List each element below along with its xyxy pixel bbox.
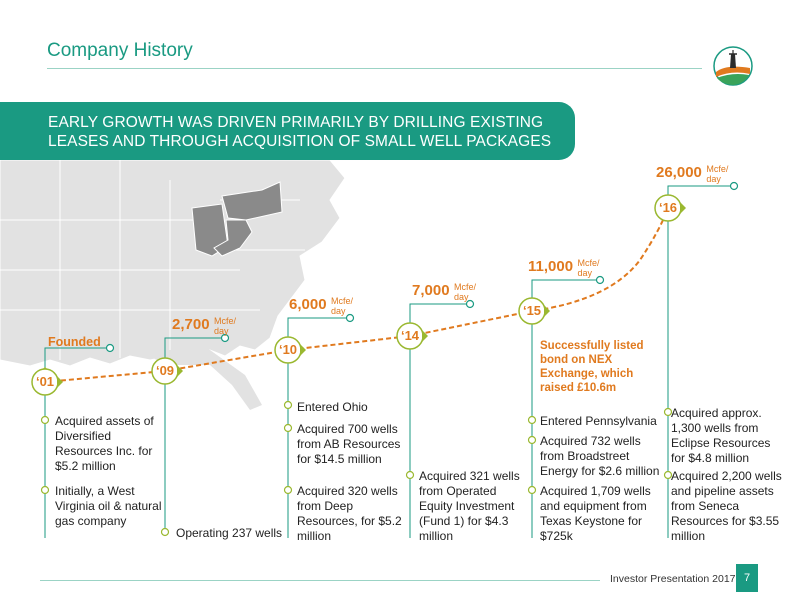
year-badge-2015: ‘15 (522, 303, 542, 318)
title-divider (47, 68, 702, 69)
event-2015-pennsylvania: Entered Pennsylvania (540, 414, 657, 428)
headline-banner-text: EARLY GROWTH WAS DRIVEN PRIMARILY BY DRI… (48, 113, 568, 151)
event-2009-wells: Operating 237 wells (176, 526, 283, 540)
event-2010-ohio: Entered Ohio (297, 400, 368, 414)
event-2016-eclipse: Acquired approx. 1,300 wells from Eclips… (671, 406, 771, 465)
production-unit: Mcfe/day (577, 258, 600, 278)
year-badge-2001: ‘01 (35, 374, 55, 389)
production-2016: 26,000 Mcfe/day (656, 164, 728, 184)
banner-line-2: LEASES AND THROUGH ACQUISITION OF SMALL … (48, 133, 552, 150)
production-2010: 6,000 Mcfe/day (289, 296, 353, 316)
bond-listing-note: Successfully listed bond on NEX Exchange… (540, 340, 644, 394)
event-2014-oei: Acquired 321 wells from Operated Equity … (419, 469, 520, 543)
production-2014: 7,000 Mcfe/day (412, 282, 476, 302)
event-2010-deep-resources: Acquired 320 wells from Deep Resources, … (297, 484, 402, 543)
year-badge-2009: ‘09 (155, 363, 175, 378)
page-number: 7 (736, 564, 758, 592)
founded-label: Founded (48, 335, 101, 349)
production-unit: Mcfe/day (706, 164, 729, 184)
page-title: Company History (47, 40, 193, 61)
production-value: 11,000 (528, 258, 574, 275)
production-value: 6,000 (289, 296, 327, 313)
banner-line-1: EARLY GROWTH WAS DRIVEN PRIMARILY BY DRI… (48, 114, 544, 131)
footer-divider (40, 580, 600, 581)
company-logo-icon (713, 46, 753, 86)
headline-banner (0, 102, 575, 160)
event-2016-seneca: Acquired 2,200 wells and pipeline assets… (671, 469, 782, 543)
production-2009: 2,700 Mcfe/day (172, 316, 236, 336)
event-2015-texas-keystone: Acquired 1,709 wells and equipment from … (540, 484, 651, 543)
production-unit: Mcfe/day (331, 296, 354, 316)
production-value: 7,000 (412, 282, 450, 299)
eastern-us-map (0, 160, 346, 410)
event-2001-origin: Initially, a West Virginia oil & natural… (55, 484, 162, 528)
footer-label: Investor Presentation 2017 (610, 573, 736, 585)
production-2015: 11,000 Mcfe/day (528, 258, 600, 278)
year-badge-2016: ‘16 (658, 200, 678, 215)
production-value: 2,700 (172, 316, 210, 333)
event-2015-broadstreet: Acquired 732 wells from Broadstreet Ener… (540, 434, 660, 478)
year-badge-2014: ‘14 (400, 328, 420, 343)
event-2001-acquisition: Acquired assets of Diversified Resources… (55, 414, 154, 473)
production-value: 26,000 (656, 164, 702, 181)
production-unit: Mcfe/day (454, 282, 477, 302)
production-unit: Mcfe/day (214, 316, 237, 336)
event-2010-ab-resources: Acquired 700 wells from AB Resources for… (297, 422, 401, 466)
year-badge-2010: ‘10 (278, 342, 298, 357)
